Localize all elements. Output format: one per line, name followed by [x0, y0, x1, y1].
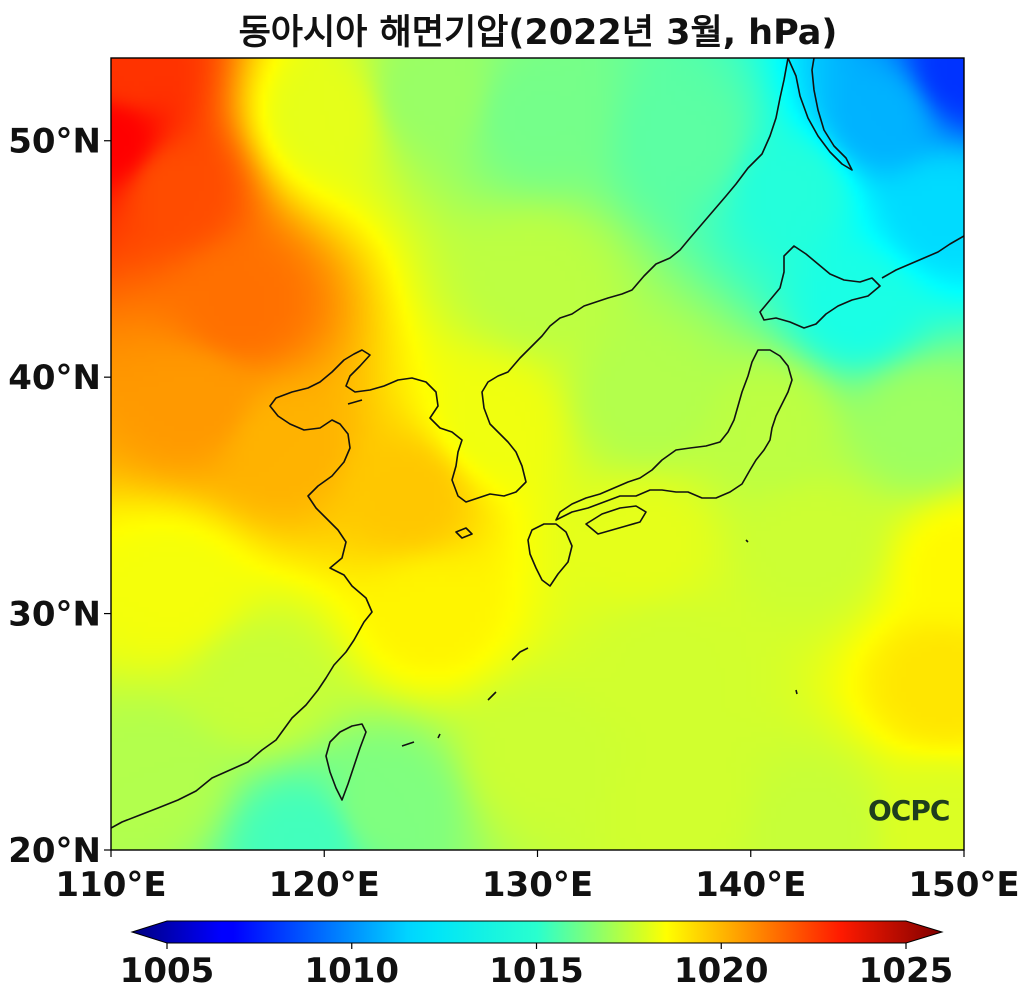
- colorbar-tick-label: 1015: [489, 951, 584, 991]
- colorbar-tick-label: 1020: [674, 951, 769, 991]
- ocpc-logo: OCPC: [868, 794, 950, 827]
- x-tick-label: 140°E: [695, 865, 806, 905]
- y-tick-label: 50°N: [8, 122, 101, 162]
- y-axis: 20°N 30°N 40°N 50°N: [8, 122, 111, 871]
- coastline-china-korea: [111, 58, 789, 829]
- y-tick-label: 20°N: [8, 831, 101, 871]
- y-tick-label: 30°N: [8, 595, 101, 635]
- coastline-sakhalin: [787, 58, 853, 171]
- coastline-hokkaido: [759, 245, 881, 329]
- pressure-field: [111, 58, 964, 850]
- pressure-field-image: [111, 58, 964, 850]
- colorbar-tick-label: 1005: [120, 951, 215, 991]
- x-tick-label: 130°E: [482, 865, 593, 905]
- colorbar-tick-label: 1010: [304, 951, 399, 991]
- coastlines: [111, 58, 964, 829]
- chart-title: 동아시아 해면기압(2022년 3월, hPa): [238, 13, 838, 53]
- coastline-shikoku: [585, 505, 647, 535]
- x-tick-label: 110°E: [55, 865, 166, 905]
- y-tick-label: 40°N: [8, 358, 101, 398]
- coastline-honshu: [555, 349, 793, 521]
- coastline-taiwan: [325, 723, 367, 801]
- coastline-islands: [347, 399, 798, 747]
- colorbar-scale: [130, 920, 944, 944]
- colorbar-tick-label: 1025: [859, 951, 954, 991]
- coastline-kyushu: [527, 523, 573, 587]
- coastline-kurils: [881, 235, 964, 279]
- colorbar: 1005 1010 1015 1020 1025: [120, 920, 954, 991]
- x-tick-label: 150°E: [908, 865, 1019, 905]
- x-axis: 110°E 120°E 130°E 140°E 150°E: [55, 850, 1020, 905]
- x-tick-label: 120°E: [269, 865, 380, 905]
